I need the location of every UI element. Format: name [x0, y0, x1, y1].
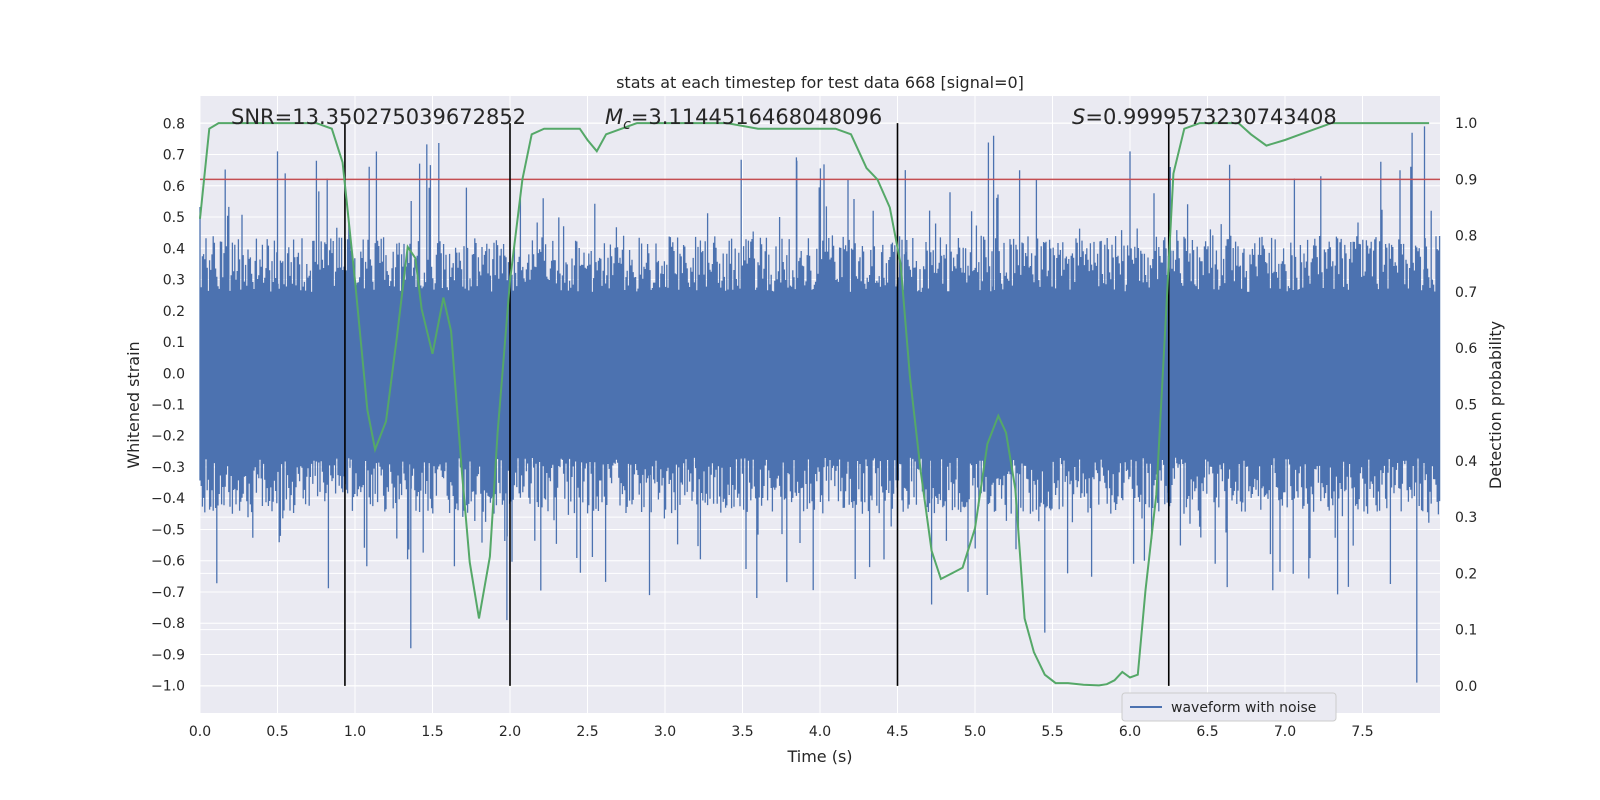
x-tick-label: 1.0 [344, 724, 366, 740]
y-tick-label: 0.8 [163, 116, 185, 132]
y2-tick-label: 0.9 [1455, 172, 1477, 188]
legend-box [1121, 692, 1337, 722]
y2-tick-label: 0.2 [1455, 566, 1477, 582]
legend-label: waveform with noise [1171, 700, 1316, 716]
x-tick-label: 1.5 [421, 724, 443, 740]
x-tick-label: 0.0 [189, 724, 211, 740]
snr-annotation: SNR=13.350275039672852 [231, 105, 526, 129]
tick-labels: 0.0 0.5 1.0 1.5 2.0 2.5 3.0 3.5 4.0 4.5 5.0 5.5 6.0 6… [151, 116, 1477, 740]
y2-tick-label: 0.0 [1455, 679, 1477, 695]
y2-tick-label: 0.7 [1455, 285, 1477, 301]
y-tick-label: −1.0 [151, 679, 185, 695]
y2-axis-label: Detection probability [1486, 321, 1505, 489]
y-tick-label: −0.3 [151, 460, 185, 476]
x-axis-label: Time (s) [786, 747, 852, 766]
y-tick-label: −0.6 [151, 554, 185, 570]
y2-tick-label: 0.3 [1455, 510, 1477, 526]
y-tick-label: 0.7 [163, 148, 185, 164]
x-tick-label: 4.0 [809, 724, 831, 740]
chirp-mass-subscript: c [623, 117, 631, 133]
x-tick-label: 2.0 [499, 724, 521, 740]
y-tick-label: 0.1 [163, 335, 185, 351]
y2-tick-label: 0.5 [1455, 398, 1477, 414]
s-annotation: S=0.9999573230743408 [1072, 105, 1337, 129]
y-tick-label: 0.6 [163, 179, 185, 195]
y-tick-label: −0.9 [151, 647, 185, 663]
x-tick-label: 5.0 [964, 724, 986, 740]
y2-tick-label: 0.6 [1455, 341, 1477, 357]
x-tick-label: 3.0 [654, 724, 676, 740]
x-tick-label: 4.5 [886, 724, 908, 740]
x-tick-label: 2.5 [576, 724, 598, 740]
y2-tick-label: 0.4 [1455, 454, 1477, 470]
y2-tick-label: 1.0 [1455, 116, 1477, 132]
event-markers [344, 123, 1170, 686]
x-tick-label: 7.0 [1274, 724, 1296, 740]
x-tick-label: 7.5 [1351, 724, 1373, 740]
y-tick-label: −0.1 [151, 398, 185, 414]
detection-probability-series [199, 122, 1430, 687]
y-tick-label: −0.7 [151, 585, 185, 601]
x-tick-label: 5.5 [1041, 724, 1063, 740]
x-tick-label: 6.0 [1119, 724, 1141, 740]
noise-core [200, 292, 1440, 458]
y-tick-label: 0.5 [163, 210, 185, 226]
s-symbol: S [1072, 105, 1085, 129]
chirp-mass-value: =3.1144516468048096 [631, 105, 882, 129]
x-tick-label: 3.5 [731, 724, 753, 740]
legend: waveform with noise [1121, 692, 1337, 722]
chart-title: stats at each timestep for test data 668… [616, 73, 1024, 92]
y-tick-label: −0.5 [151, 522, 185, 538]
x-tick-label: 0.5 [266, 724, 288, 740]
probability-line [199, 122, 1430, 687]
y-tick-label: −0.4 [151, 491, 185, 507]
chirp-mass-symbol: M [605, 105, 623, 129]
y-tick-label: 0.2 [163, 304, 185, 320]
waveform-with-noise-series [199, 126, 1441, 683]
y-tick-label: 0.4 [163, 241, 185, 257]
y2-tick-label: 0.1 [1455, 623, 1477, 639]
x-tick-label: 6.5 [1196, 724, 1218, 740]
y-tick-label: −0.2 [151, 429, 185, 445]
s-value: =0.9999573230743408 [1085, 105, 1336, 129]
y-tick-label: 0.3 [163, 273, 185, 289]
y2-tick-label: 0.8 [1455, 229, 1477, 245]
y-axis-label: Whitened strain [124, 341, 143, 468]
y-tick-label: 0.0 [163, 366, 185, 382]
chirp-mass-annotation: Mc=3.1144516468048096 [605, 105, 882, 133]
y-tick-label: −0.8 [151, 616, 185, 632]
